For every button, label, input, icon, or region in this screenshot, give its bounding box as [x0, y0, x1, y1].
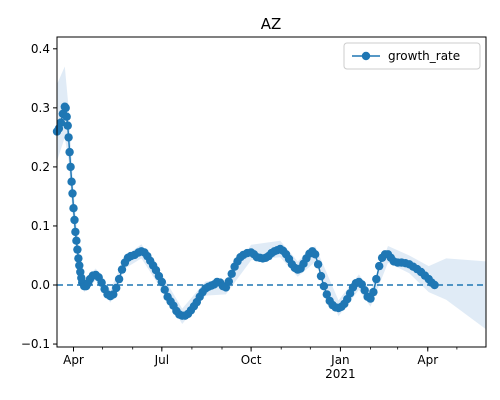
data-point: [74, 254, 83, 263]
y-tick-label: −0.1: [21, 337, 50, 351]
data-point: [322, 290, 331, 299]
x-tick-label: Jan: [330, 353, 350, 367]
legend-label: growth_rate: [388, 49, 460, 63]
legend: growth_rate: [343, 42, 481, 70]
data-point: [70, 215, 79, 225]
data-point: [112, 283, 121, 293]
data-point: [69, 204, 78, 213]
chart-title: AZ: [261, 15, 282, 33]
data-point: [71, 227, 80, 237]
data-point: [316, 271, 326, 281]
y-tick-label: 0.3: [31, 101, 50, 115]
x-tick-label: Apr: [63, 353, 84, 367]
y-tick-label: 0.0: [31, 278, 50, 292]
data-point: [117, 265, 127, 274]
data-point: [64, 133, 73, 142]
data-point: [68, 189, 77, 198]
data-point: [224, 277, 233, 286]
data-point: [157, 277, 166, 287]
x-tick-label: Apr: [417, 353, 438, 367]
y-tick-label: 0.1: [31, 219, 50, 233]
data-point: [72, 236, 81, 245]
data-point: [160, 285, 169, 294]
data-point: [366, 294, 375, 303]
x-tick-label: Jul: [154, 353, 169, 367]
data-point: [63, 121, 72, 130]
plot-area-frame: [56, 36, 487, 348]
data-point: [372, 274, 381, 284]
data-point: [65, 147, 74, 157]
data-point: [97, 278, 106, 287]
series-layer: [52, 102, 439, 320]
data-point: [109, 290, 118, 299]
data-point: [430, 280, 439, 290]
data-point: [66, 162, 75, 172]
data-point: [360, 286, 369, 295]
data-point: [62, 112, 71, 121]
y-tick-label: 0.2: [31, 160, 50, 174]
y-tick-label: 0.4: [31, 42, 50, 56]
data-point: [61, 103, 70, 113]
legend-marker-swatch: [361, 51, 371, 61]
data-point: [319, 282, 329, 291]
x-tick-year-label: 2021: [325, 367, 356, 381]
data-point: [375, 261, 384, 271]
data-point: [56, 118, 66, 127]
data-point: [369, 287, 378, 297]
data-point: [67, 177, 76, 186]
data-point: [73, 245, 82, 254]
x-tick-label: Oct: [241, 353, 262, 367]
y-axis: −0.1 0.0 0.1 0.2 0.3 0.4: [21, 42, 57, 351]
data-point: [227, 269, 236, 278]
data-point: [313, 260, 323, 269]
data-point: [75, 261, 84, 270]
data-point: [114, 274, 124, 284]
legend-box: [343, 42, 481, 70]
data-point: [311, 250, 320, 259]
